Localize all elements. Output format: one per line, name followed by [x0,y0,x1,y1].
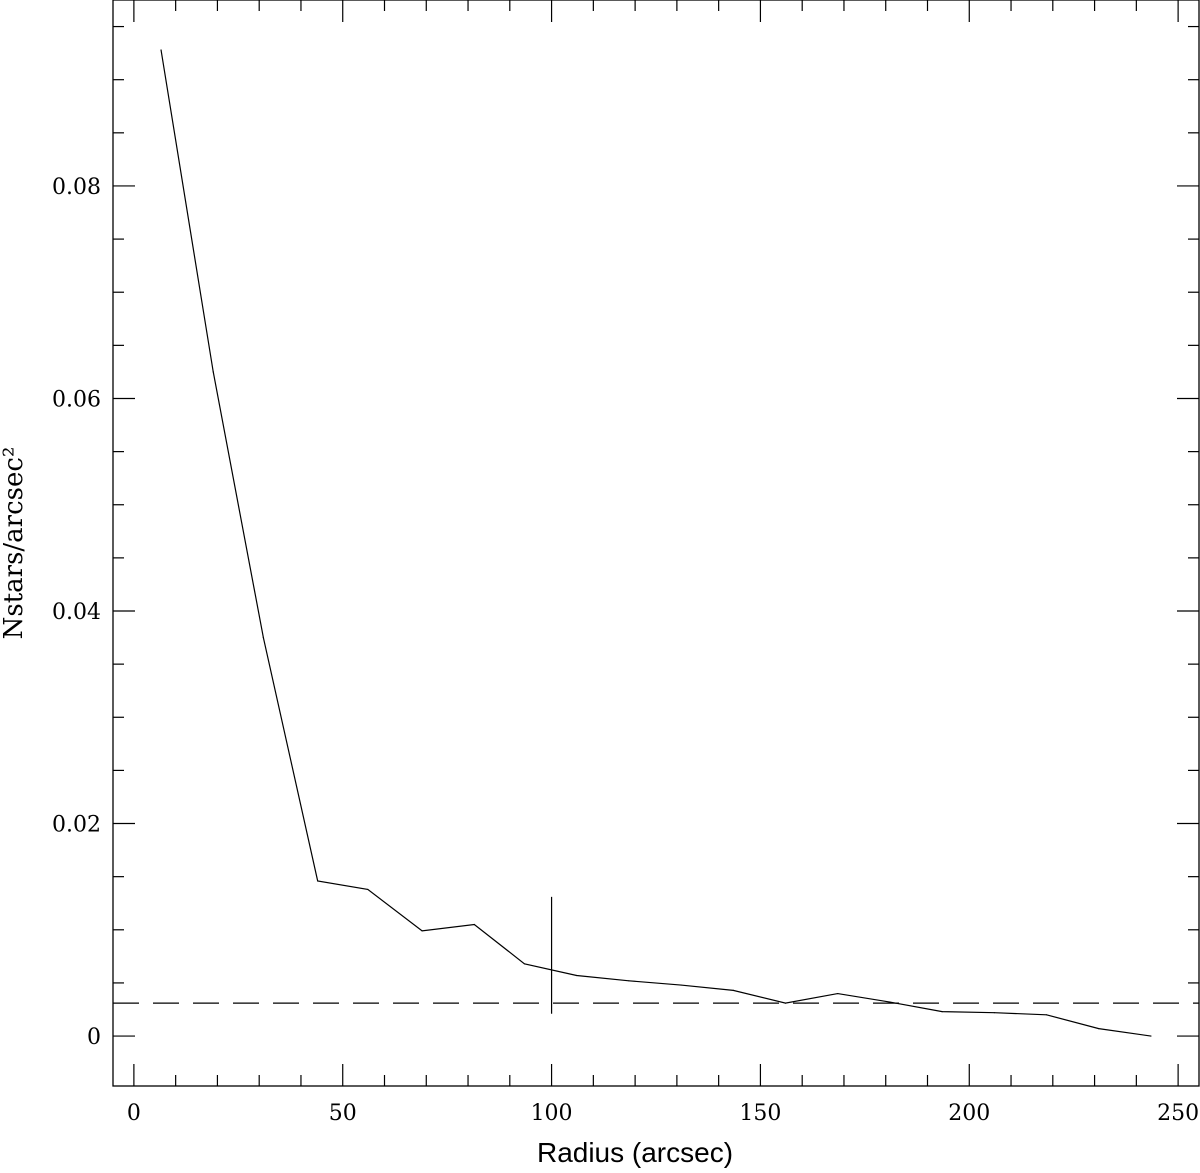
data-point [317,880,319,882]
x-tick-label: 250 [1157,1101,1199,1126]
y-tick-label: 0.06 [52,387,101,412]
data-point [680,984,682,986]
data-point [160,49,162,51]
data-point [889,1001,891,1003]
y-tick-label: 0.08 [52,175,101,200]
data-point [628,980,630,982]
plot-frame [112,0,1200,1087]
data-point [576,974,578,977]
x-tick-label: 150 [739,1101,781,1126]
axis-ticks [113,0,1199,1086]
data-point [732,989,734,991]
data-point [212,371,214,373]
data-point [784,1002,787,1004]
x-tick-label: 100 [531,1101,573,1126]
series-line [160,49,1152,1037]
data-point [421,930,423,932]
data-point [993,1012,995,1014]
x-axis-label: Radius (arcsec) [537,1137,733,1168]
data-point [473,923,475,926]
data-point [262,636,264,639]
axis-tick-labels: 0 50 100 150 200 250 0 0.02 0.04 0.06 0.08 [52,175,1199,1126]
x-tick-label: 50 [329,1101,357,1126]
data-point [523,963,526,965]
data-point [1150,1035,1152,1037]
data-point [837,992,839,995]
data-point [1045,1014,1048,1016]
y-tick-label: 0 [87,1025,101,1050]
y-axis-label: Nstars/arcsec² [0,447,29,640]
data-points [160,49,1152,1037]
y-tick-label: 0.04 [52,600,101,625]
data-point [941,1011,943,1013]
x-tick-label: 200 [948,1101,990,1126]
data-point [1098,1028,1100,1030]
x-tick-label: 0 [127,1101,141,1126]
y-tick-label: 0.02 [52,813,101,838]
data-point [367,888,369,891]
